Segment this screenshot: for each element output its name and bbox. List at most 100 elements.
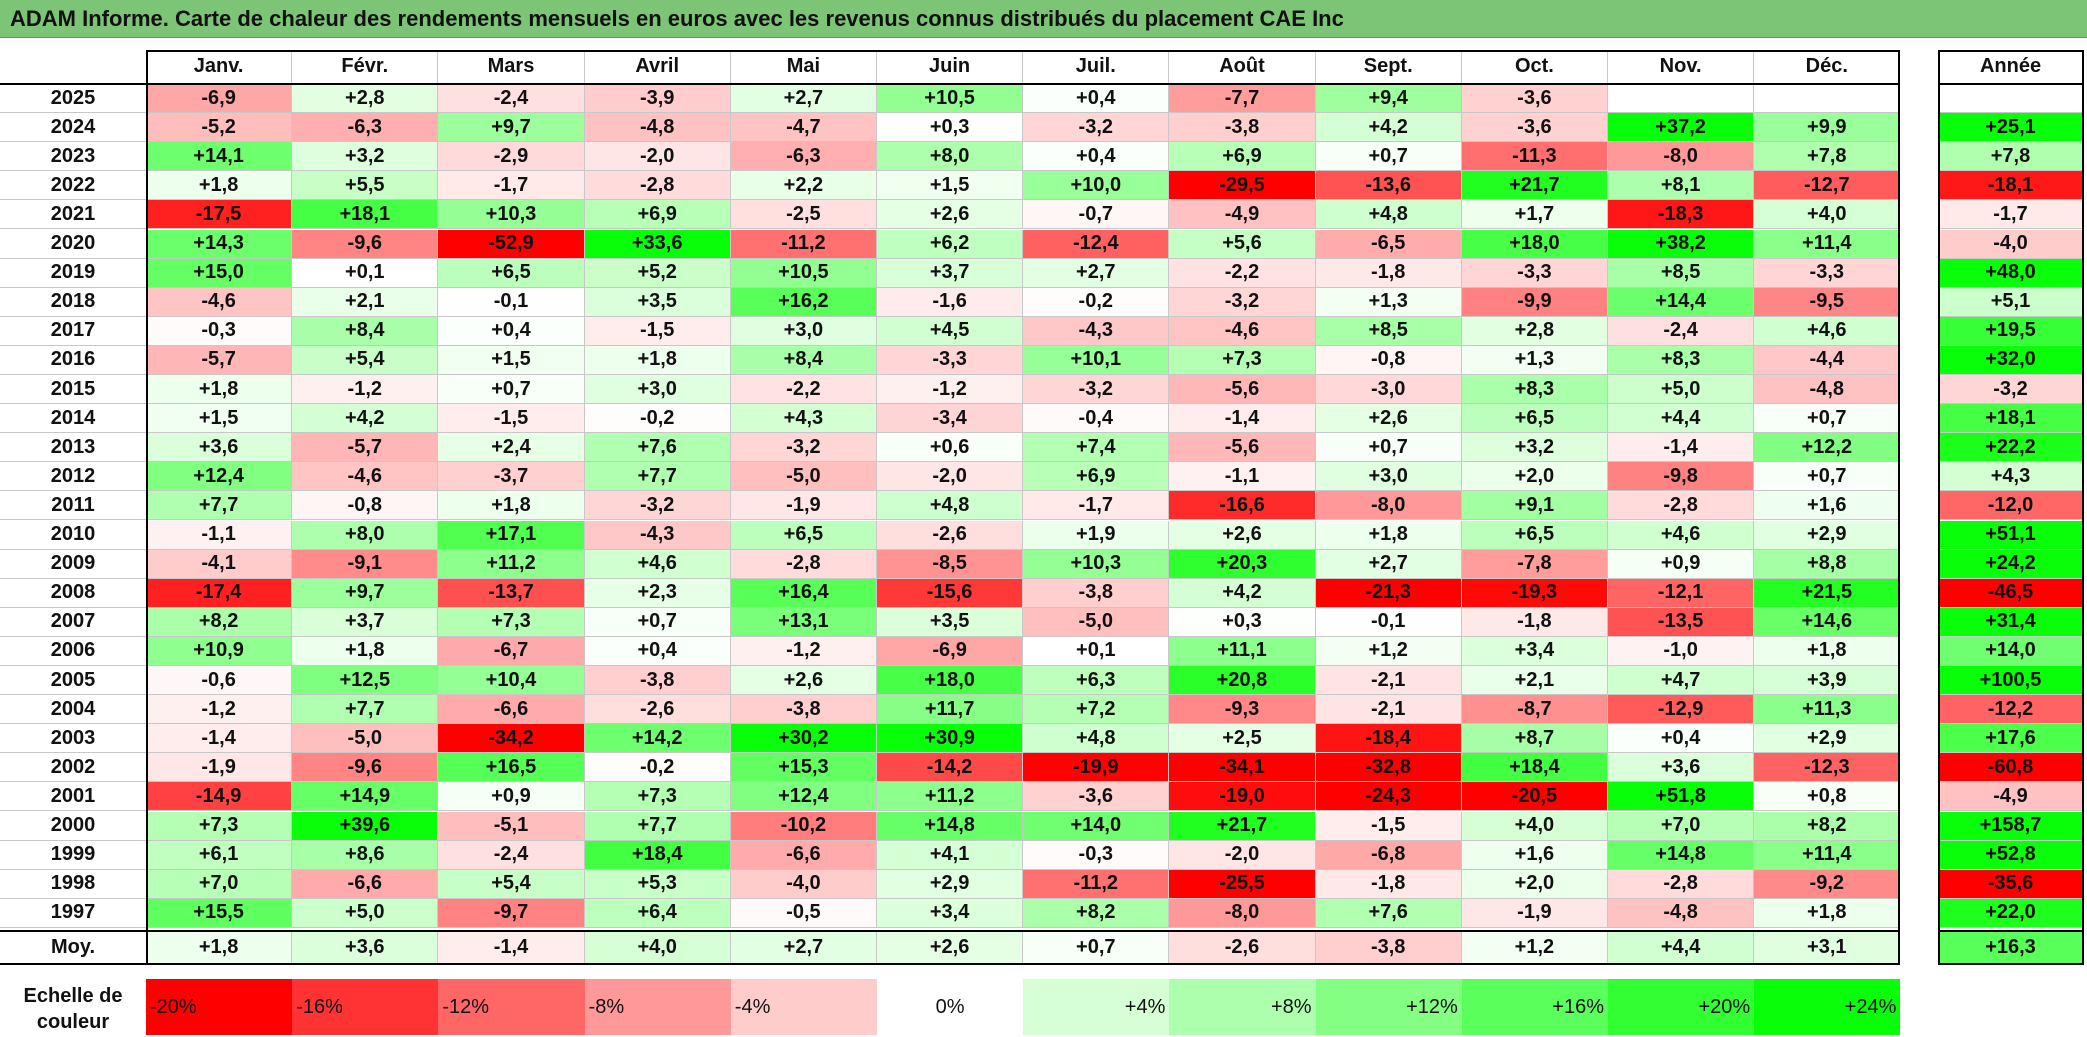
average-cell: +1,2 [1461,931,1608,965]
heatmap-cell: -4,6 [1169,316,1316,346]
heatmap-cell: +8,2 [146,607,293,637]
heatmap-cell: +3,5 [584,287,731,317]
heatmap-cell: +5,4 [438,869,585,899]
year-label: 2008 [0,578,146,608]
heatmap-cell: +8,1 [1608,171,1755,201]
heatmap-cell: +0,8 [1754,782,1901,812]
year-label: 2014 [0,404,146,434]
heatmap-cell: -4,1 [146,549,293,579]
heatmap-cell: +0,7 [1315,433,1462,463]
heatmap-cell: -52,9 [438,229,585,259]
heatmap-cell: -0,2 [584,753,731,783]
heatmap-cell: +8,0 [292,520,439,550]
heatmap-cell: -4,6 [292,462,439,492]
annual-header: Année [1938,50,2084,84]
heatmap-cell: +1,6 [1754,491,1901,521]
heatmap-cell: -16,6 [1169,491,1316,521]
heatmap-cell: -2,0 [1169,840,1316,870]
heatmap-cell: +2,3 [584,578,731,608]
heatmap-cell: +9,1 [1461,491,1608,521]
average-divider [0,929,1901,932]
annual-cell: +51,1 [1938,520,2084,550]
annual-cell: -12,0 [1938,491,2084,521]
heatmap-cell: +1,9 [1023,520,1170,550]
heatmap-cell: -1,4 [1608,433,1755,463]
heatmap-cell: +1,8 [438,491,585,521]
heatmap-cell: +0,7 [584,607,731,637]
heatmap-cell: -24,3 [1315,782,1462,812]
heatmap-cell: -9,7 [438,898,585,928]
heatmap-cell: +0,4 [584,636,731,666]
heatmap-cell: -5,6 [1169,375,1316,405]
heatmap-cell: +4,6 [1754,316,1901,346]
heatmap-cell: +0,4 [438,316,585,346]
color-scale-swatch: +8% [1169,979,1316,1035]
heatmap-cell: +6,9 [1169,142,1316,172]
heatmap-cell: -4,8 [1754,375,1901,405]
heatmap-cell: -20,5 [1461,782,1608,812]
heatmap-cell: -3,3 [877,345,1024,375]
heatmap-cell: -4,3 [584,520,731,550]
year-label: 2004 [0,695,146,725]
average-cell: +4,4 [1608,931,1755,965]
heatmap-cell: +6,5 [1461,520,1608,550]
heatmap-cell: -12,7 [1754,171,1901,201]
heatmap-cell: +10,1 [1023,345,1170,375]
heatmap-cell: -4,7 [730,113,877,143]
heatmap-cell: +11,4 [1754,229,1901,259]
heatmap-cell: +0,6 [877,433,1024,463]
heatmap-cell: +7,8 [1754,142,1901,172]
heatmap-cell: +4,2 [292,404,439,434]
heatmap-cell: -1,8 [1315,258,1462,288]
heatmap-cell: +18,0 [1461,229,1608,259]
heatmap-cell: +4,0 [1754,200,1901,230]
heatmap-cell: +10,5 [877,84,1024,114]
heatmap-cell: -2,6 [877,520,1024,550]
heatmap-cell: -9,6 [292,753,439,783]
heatmap-cell: +6,5 [730,520,877,550]
heatmap-cell: -1,0 [1608,636,1755,666]
heatmap-cell: +14,4 [1608,287,1755,317]
heatmap-cell: +7,7 [584,462,731,492]
year-label: 1998 [0,869,146,899]
heatmap-cell: +4,8 [877,491,1024,521]
heatmap-cell: -3,8 [584,666,731,696]
heatmap-cell: +3,4 [1461,636,1608,666]
year-label: 2016 [0,345,146,375]
heatmap-cell: -12,4 [1023,229,1170,259]
month-header: Janv. [146,50,293,84]
color-scale-swatch: -16% [292,979,439,1035]
heatmap-cell: -3,9 [584,84,731,114]
heatmap-cell: +8,2 [1754,811,1901,841]
heatmap-cell: -2,4 [1608,316,1755,346]
heatmap-cell: +10,0 [1023,171,1170,201]
heatmap-cell: +7,3 [146,811,293,841]
heatmap-cell: +3,7 [877,258,1024,288]
month-header: Nov. [1608,50,1755,84]
heatmap-cell: -4,9 [1169,200,1316,230]
heatmap-cell: -7,7 [1169,84,1316,114]
heatmap-cell: -1,7 [1023,491,1170,521]
heatmap-cell: +7,4 [1023,433,1170,463]
heatmap-cell: +18,4 [1461,753,1608,783]
heatmap-cell: +1,8 [292,636,439,666]
heatmap-cell: -2,2 [730,375,877,405]
heatmap-cell: -10,2 [730,811,877,841]
heatmap-cell: -6,9 [146,84,293,114]
heatmap-cell: -1,9 [1461,898,1608,928]
heatmap-cell: +6,9 [584,200,731,230]
heatmap-cell: -2,1 [1315,666,1462,696]
heatmap-cell: +13,1 [730,607,877,637]
heatmap-cell: -6,7 [438,636,585,666]
heatmap-cell: -2,2 [1169,258,1316,288]
heatmap-cell: -0,6 [146,666,293,696]
average-cell: -1,4 [438,931,585,965]
heatmap-cell: +6,3 [1023,666,1170,696]
heatmap-cell: +4,8 [1315,200,1462,230]
month-header: Août [1169,50,1316,84]
heatmap-cell: -1,2 [292,375,439,405]
annual-cell: +31,4 [1938,607,2084,637]
heatmap-cell: -2,4 [438,84,585,114]
heatmap-cell: +2,0 [1461,462,1608,492]
heatmap-cell: +8,4 [292,316,439,346]
